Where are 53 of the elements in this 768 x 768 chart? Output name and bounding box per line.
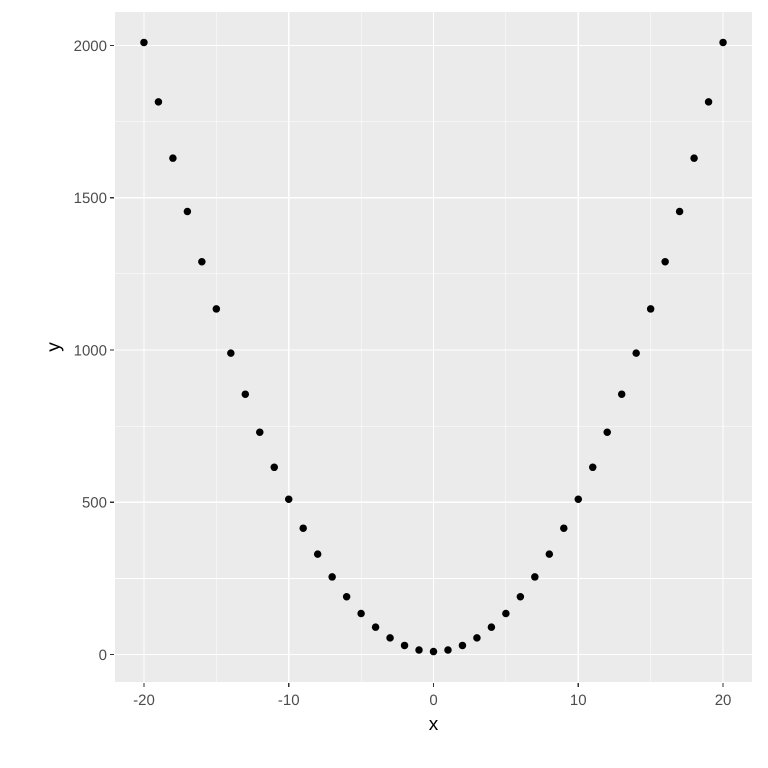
point: [430, 648, 438, 656]
point: [704, 98, 712, 106]
point: [270, 464, 278, 472]
point: [603, 428, 611, 436]
point: [661, 258, 669, 266]
point: [516, 592, 524, 600]
point: [415, 646, 423, 654]
point: [719, 38, 727, 46]
point: [314, 550, 322, 558]
x-tick-label: 20: [714, 692, 732, 709]
x-tick-label: -10: [278, 692, 300, 709]
point: [256, 428, 264, 436]
point: [632, 349, 640, 357]
point: [444, 646, 452, 654]
x-tick-label: -20: [133, 692, 155, 709]
point: [589, 464, 596, 472]
x-tick-label: 0: [429, 692, 438, 709]
y-axis-title: y: [43, 342, 64, 352]
point: [227, 349, 235, 357]
point: [546, 550, 554, 558]
point: [502, 610, 510, 618]
point: [400, 642, 408, 650]
point: [242, 390, 250, 398]
x-tick-label: 10: [570, 692, 587, 709]
point: [676, 208, 684, 216]
point: [212, 305, 220, 313]
point: [488, 623, 496, 631]
point: [169, 154, 177, 162]
point: [531, 573, 539, 581]
point: [646, 305, 654, 313]
point: [198, 258, 206, 266]
point: [328, 573, 336, 581]
point: [184, 208, 192, 216]
point: [154, 98, 162, 106]
point: [473, 634, 481, 642]
point: [299, 524, 307, 532]
point: [342, 592, 350, 600]
y-tick-label: 1500: [74, 190, 107, 208]
point: [386, 634, 394, 642]
y-tick-label: 0: [98, 646, 107, 664]
point: [140, 38, 148, 46]
point: [284, 496, 292, 504]
y-tick-label: 1000: [74, 342, 107, 360]
y-tick-label: 500: [82, 494, 107, 512]
y-tick-label: 2000: [74, 38, 107, 55]
point: [357, 610, 365, 618]
point: [618, 390, 626, 398]
point: [458, 642, 466, 650]
point: [690, 154, 698, 162]
point: [574, 496, 582, 504]
point: [372, 623, 380, 631]
x-axis-title: x: [428, 714, 439, 735]
point: [560, 524, 568, 532]
